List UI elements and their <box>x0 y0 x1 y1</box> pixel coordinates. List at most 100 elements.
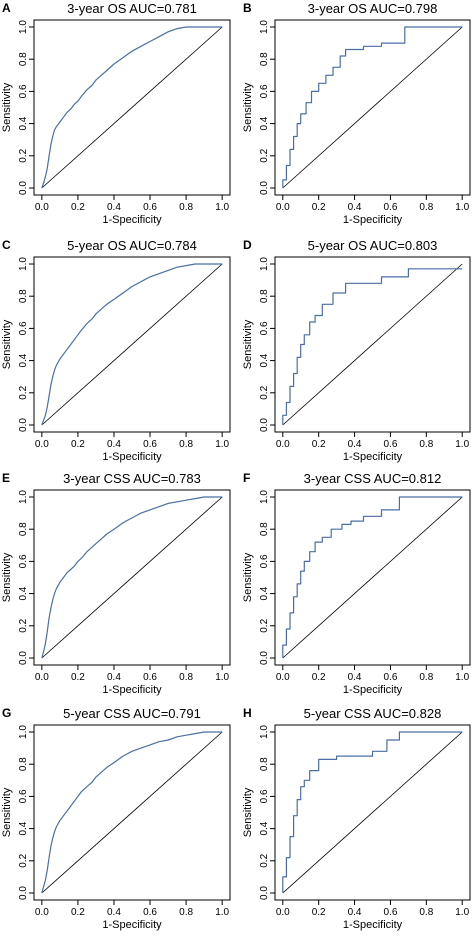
y-tick-label: 0.0 <box>18 418 29 432</box>
x-tick-label: 0.0 <box>276 672 290 683</box>
x-tick-label: 0.2 <box>71 202 85 213</box>
x-tick-label: 0.4 <box>348 202 362 213</box>
x-tick-label: 0.0 <box>276 907 290 918</box>
roc-curve <box>41 731 223 894</box>
y-tick-label: 0.0 <box>259 181 270 195</box>
x-tick-label: 1.0 <box>455 907 469 918</box>
plot-frame <box>33 256 231 433</box>
x-tick-label: 0.4 <box>348 439 362 450</box>
roc-panel-b: B 3-year OS AUC=0.798 0.0 0.2 0.4 0.6 0.8 1.0 0.… <box>242 1 471 226</box>
y-tick-label: 0.6 <box>259 84 270 98</box>
reference-diagonal <box>282 731 463 894</box>
x-axis-label: 1-Specificity <box>102 451 162 463</box>
y-axis-label: Sensitivity <box>1 787 13 837</box>
reference-diagonal <box>282 496 463 659</box>
x-tick-label: 0.8 <box>179 672 193 683</box>
reference-diagonal <box>41 263 223 426</box>
x-tick-label: 0.6 <box>383 202 397 213</box>
x-tick-label: 0.8 <box>179 439 193 450</box>
roc-panel-a: A 3-year OS AUC=0.781 0.0 0.2 0.4 0.6 0.8 1.0 0.… <box>1 1 231 226</box>
x-tick-label: 0.8 <box>179 202 193 213</box>
plot-frame <box>274 724 471 901</box>
reference-diagonal <box>282 263 463 426</box>
panel-letter: D <box>243 238 252 252</box>
x-tick-label: 0.8 <box>419 907 433 918</box>
y-tick-label: 0.2 <box>259 618 270 632</box>
y-tick-label: 0.6 <box>18 554 29 568</box>
chart-title: 3-year OS AUC=0.781 <box>67 1 197 16</box>
y-axis-label: Sensitivity <box>1 319 13 369</box>
x-tick-label: 0.8 <box>419 439 433 450</box>
y-tick-label: 0.2 <box>18 618 29 632</box>
x-tick-label: 0.0 <box>35 202 49 213</box>
y-tick-label: 0.2 <box>18 385 29 399</box>
x-tick-label: 0.4 <box>348 907 362 918</box>
x-tick-label: 0.6 <box>383 672 397 683</box>
y-axis-label: Sensitivity <box>242 552 254 602</box>
y-tick-label: 1.0 <box>18 725 29 739</box>
plot-frame <box>274 19 471 196</box>
y-tick-label: 0.0 <box>259 886 270 900</box>
x-tick-label: 0.6 <box>383 907 397 918</box>
y-tick-label: 0.4 <box>259 353 270 367</box>
roc-panel-f: F 3-year CSS AUC=0.812 0.0 0.2 0.4 0.6 0.8 1.0 0… <box>242 471 471 696</box>
y-tick-label: 1.0 <box>259 490 270 504</box>
panel-letter: E <box>2 471 10 485</box>
roc-panel-c: C 5-year OS AUC=0.784 0.0 0.2 0.4 0.6 0.8 1.0 0.… <box>1 238 231 463</box>
y-tick-label: 1.0 <box>259 20 270 34</box>
y-tick-label: 0.6 <box>259 789 270 803</box>
y-tick-label: 0.4 <box>18 821 29 835</box>
y-tick-label: 0.4 <box>259 821 270 835</box>
chart-title: 5-year OS AUC=0.803 <box>308 238 438 253</box>
x-tick-label: 0.2 <box>71 439 85 450</box>
x-tick-label: 0.4 <box>107 907 121 918</box>
roc-curve <box>41 263 223 426</box>
x-axis-label: 1-Specificity <box>343 919 403 931</box>
y-axis-label: Sensitivity <box>242 319 254 369</box>
x-tick-label: 0.6 <box>383 439 397 450</box>
x-tick-label: 1.0 <box>215 672 229 683</box>
roc-curve <box>282 268 463 425</box>
y-tick-label: 0.0 <box>18 886 29 900</box>
x-axis-label: 1-Specificity <box>343 451 403 463</box>
x-axis-label: 1-Specificity <box>343 214 403 226</box>
y-tick-label: 0.0 <box>18 651 29 665</box>
y-tick-label: 0.8 <box>18 289 29 303</box>
x-tick-label: 0.2 <box>312 907 326 918</box>
y-tick-label: 0.4 <box>259 116 270 130</box>
chart-title: 3-year OS AUC=0.798 <box>308 1 438 16</box>
y-tick-label: 0.6 <box>18 789 29 803</box>
y-axis-label: Sensitivity <box>1 82 13 132</box>
roc-curve <box>41 26 223 189</box>
x-tick-label: 0.2 <box>312 672 326 683</box>
x-tick-label: 1.0 <box>215 907 229 918</box>
x-axis-label: 1-Specificity <box>102 684 162 696</box>
reference-diagonal <box>41 496 223 659</box>
y-axis-label: Sensitivity <box>1 552 13 602</box>
y-tick-label: 0.6 <box>259 321 270 335</box>
reference-diagonal <box>282 26 463 189</box>
x-tick-label: 0.2 <box>71 672 85 683</box>
y-tick-label: 0.6 <box>259 554 270 568</box>
y-tick-label: 0.8 <box>259 289 270 303</box>
panel-letter: F <box>243 471 250 485</box>
x-tick-label: 0.6 <box>143 672 157 683</box>
roc-panel-g: G 5-year CSS AUC=0.791 0.0 0.2 0.4 0.6 0.8 1.0 0… <box>1 706 231 931</box>
x-tick-label: 1.0 <box>455 439 469 450</box>
y-tick-label: 0.8 <box>259 757 270 771</box>
reference-diagonal <box>41 26 223 189</box>
roc-curve <box>282 26 463 188</box>
roc-curve <box>282 731 463 893</box>
x-tick-label: 0.0 <box>276 202 290 213</box>
x-tick-label: 0.0 <box>276 439 290 450</box>
x-tick-label: 0.0 <box>35 672 49 683</box>
y-tick-label: 1.0 <box>18 490 29 504</box>
roc-curve <box>41 496 223 659</box>
y-tick-label: 0.2 <box>259 148 270 162</box>
y-tick-label: 0.2 <box>259 853 270 867</box>
x-tick-label: 0.2 <box>71 907 85 918</box>
y-tick-label: 0.6 <box>18 321 29 335</box>
roc-curve <box>282 496 463 658</box>
x-tick-label: 1.0 <box>215 439 229 450</box>
panel-letter: C <box>2 238 11 252</box>
